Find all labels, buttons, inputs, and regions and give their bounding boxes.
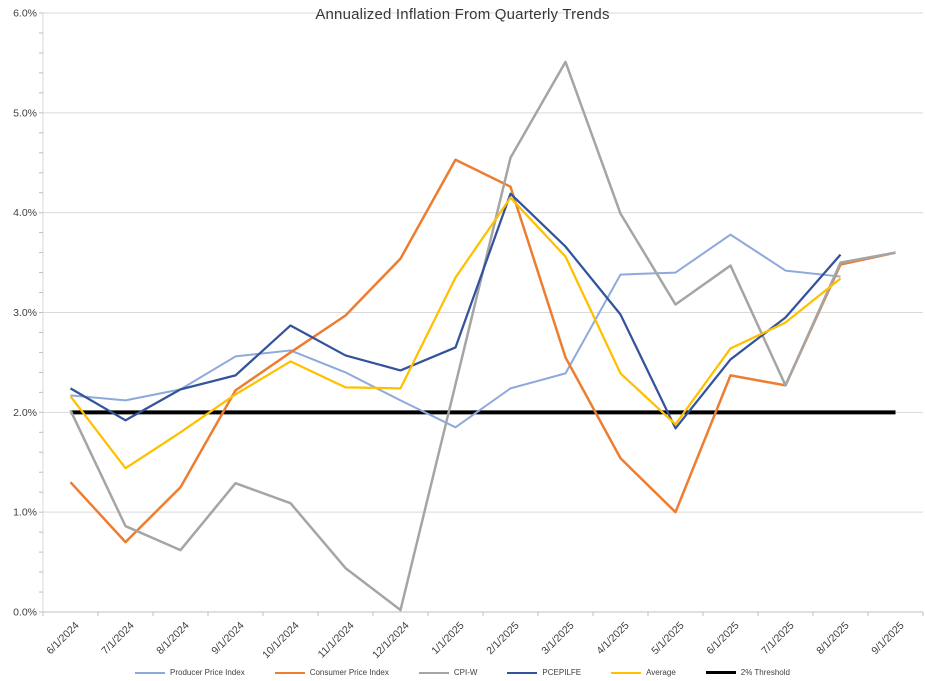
x-axis-tick-label: 5/1/2025 (649, 620, 686, 657)
chart-legend: Producer Price Index Consumer Price Index… (0, 668, 925, 677)
x-axis-tick-label: 2/1/2025 (484, 620, 521, 657)
series-line-consumer-price-index (69, 158, 896, 544)
legend-item-2-threshold: 2% Threshold (705, 668, 790, 677)
legend-swatch-2-threshold (705, 671, 736, 674)
y-axis-tick-label: 2.0% (13, 407, 37, 419)
y-axis-tick-label: 0.0% (13, 607, 37, 619)
legend-swatch-producer-price-index (135, 671, 165, 674)
legend-item-pcepilfe: PCEPILFE (507, 668, 581, 677)
y-axis-tick-label: 4.0% (13, 207, 37, 219)
y-axis-tick-label: 3.0% (13, 307, 37, 319)
series-line-pcepilfe (69, 192, 842, 430)
legend-item-producer-price-index: Producer Price Index (135, 668, 245, 677)
x-axis-tick-label: 6/1/2024 (44, 620, 81, 657)
legend-swatch-pcepilfe (507, 671, 538, 674)
legend-swatch-cpi-w (418, 671, 449, 674)
x-axis-tick-label: 11/1/2024 (316, 620, 357, 661)
legend-label: Producer Price Index (170, 668, 245, 677)
legend-swatch-consumer-price-index (274, 671, 305, 674)
legend-label: Average (646, 668, 676, 677)
x-axis-tick-label: 1/1/2025 (429, 620, 466, 657)
legend-label: PCEPILFE (542, 668, 582, 677)
x-axis-tick-label: 3/1/2025 (539, 620, 576, 657)
chart-title: Annualized Inflation From Quarterly Tren… (315, 6, 610, 23)
x-axis-tick-label: 7/1/2024 (99, 620, 136, 657)
x-axis-tick-label: 9/1/2024 (209, 620, 246, 657)
y-axis-tick-label: 5.0% (13, 107, 37, 119)
x-axis-tick-label: 10/1/2024 (260, 620, 302, 662)
legend-label: Consumer Price Index (309, 668, 389, 677)
legend-label: CPI-W (453, 668, 478, 677)
legend-item-consumer-price-index: Consumer Price Index (274, 668, 389, 677)
series-line-average (69, 196, 842, 470)
series-line-producer-price-index (70, 233, 841, 429)
y-axis-tick-label: 6.0% (13, 8, 37, 20)
series-line-cpi-w (69, 60, 896, 612)
legend-item-cpi-w: CPI-W (418, 668, 478, 677)
legend-item-average: Average (611, 668, 676, 677)
x-axis-tick-label: 12/1/2024 (370, 620, 412, 662)
y-axis-tick-label: 1.0% (13, 507, 37, 519)
x-axis-tick-label: 7/1/2025 (759, 620, 796, 657)
x-axis-tick-label: 9/1/2025 (869, 620, 906, 657)
legend-swatch-average (611, 671, 642, 674)
x-axis-tick-label: 6/1/2025 (704, 620, 741, 657)
x-axis-tick-label: 8/1/2025 (814, 620, 851, 657)
x-axis-tick-label: 4/1/2025 (594, 620, 631, 657)
x-axis-tick-label: 8/1/2024 (154, 620, 191, 657)
legend-label: 2% Threshold (740, 668, 790, 677)
